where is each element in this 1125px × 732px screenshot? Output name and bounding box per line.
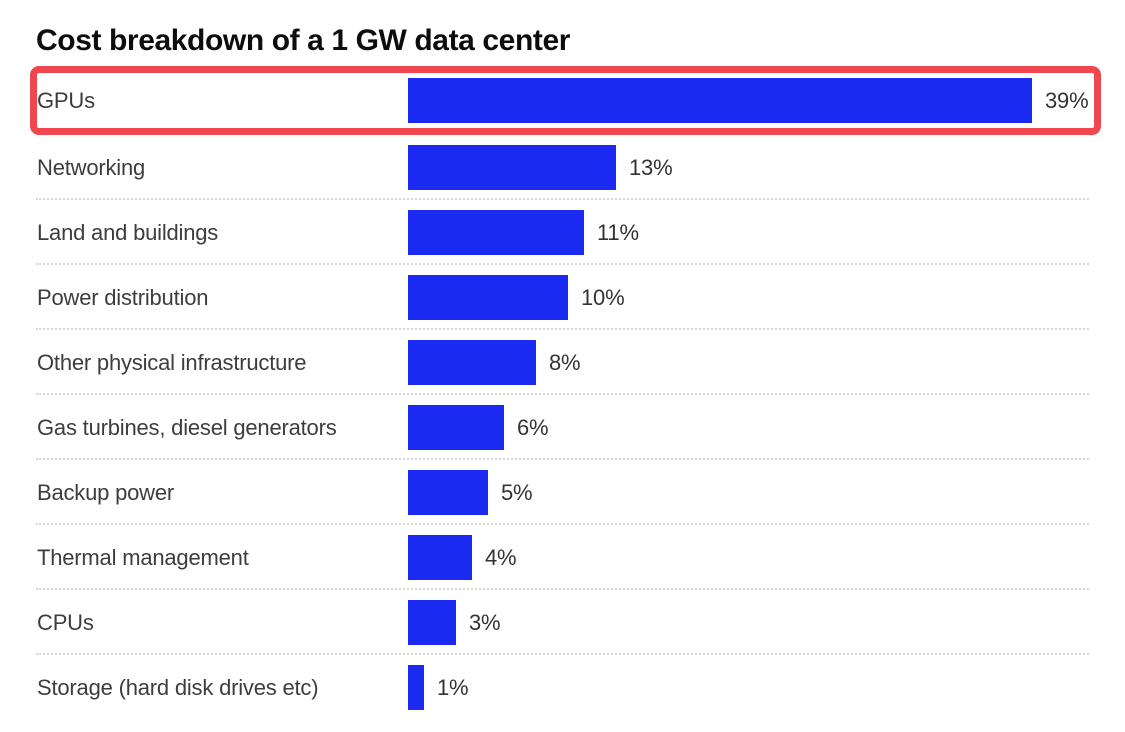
bar — [408, 78, 1032, 123]
bar-area: 13% — [408, 135, 1125, 200]
table-row: Backup power 5% — [0, 460, 1125, 525]
bar-label: Networking — [37, 154, 146, 180]
bar-value: 6% — [517, 414, 549, 440]
table-row: Gas turbines, diesel generators 6% — [0, 395, 1125, 460]
bar-value: 4% — [485, 544, 517, 570]
bar-area: 39% — [408, 66, 1125, 135]
bar-label: Storage (hard disk drives etc) — [37, 674, 319, 700]
bar-area: 6% — [408, 395, 1125, 460]
bar-value: 5% — [501, 479, 533, 505]
bar-area: 10% — [408, 265, 1125, 330]
bar — [408, 210, 584, 255]
bar-area: 11% — [408, 200, 1125, 265]
bar-value: 8% — [549, 349, 581, 375]
bar-area: 4% — [408, 525, 1125, 590]
bar-value: 11% — [597, 219, 639, 245]
table-row: Other physical infrastructure 8% — [0, 330, 1125, 395]
bar-value: 13% — [629, 154, 673, 180]
bar-label: GPUs — [37, 87, 95, 113]
table-row: Thermal management 4% — [0, 525, 1125, 590]
bar-label: Gas turbines, diesel generators — [37, 414, 337, 440]
bar-area: 5% — [408, 460, 1125, 525]
table-row: Power distribution 10% — [0, 265, 1125, 330]
bar-area: 1% — [408, 655, 1125, 720]
table-row: GPUs 39% — [0, 66, 1125, 135]
bar-area: 3% — [408, 590, 1125, 655]
bar — [408, 470, 488, 515]
table-row: Networking 13% — [0, 135, 1125, 200]
bar — [408, 600, 456, 645]
bar-label: CPUs — [37, 609, 94, 635]
bar — [408, 145, 616, 190]
bar-label: Backup power — [37, 479, 175, 505]
bar-value: 1% — [437, 674, 469, 700]
bar-label: Land and buildings — [37, 219, 219, 245]
chart-plot-area: GPUs 39% Networking 13% Land and buildings 11… — [0, 66, 1125, 720]
bar — [408, 275, 568, 320]
bar — [408, 535, 472, 580]
chart-title: Cost breakdown of a 1 GW data center — [36, 24, 571, 57]
table-row: Storage (hard disk drives etc) 1% — [0, 655, 1125, 720]
bar — [408, 405, 504, 450]
table-row: CPUs 3% — [0, 590, 1125, 655]
bar-value: 39% — [1045, 87, 1089, 113]
bar-label: Other physical infrastructure — [37, 349, 307, 375]
bar — [408, 340, 536, 385]
table-row: Land and buildings 11% — [0, 200, 1125, 265]
bar — [408, 665, 424, 710]
bar-label: Power distribution — [37, 284, 209, 310]
bar-area: 8% — [408, 330, 1125, 395]
bar-label: Thermal management — [37, 544, 249, 570]
bar-value: 3% — [469, 609, 501, 635]
bar-value: 10% — [581, 284, 625, 310]
